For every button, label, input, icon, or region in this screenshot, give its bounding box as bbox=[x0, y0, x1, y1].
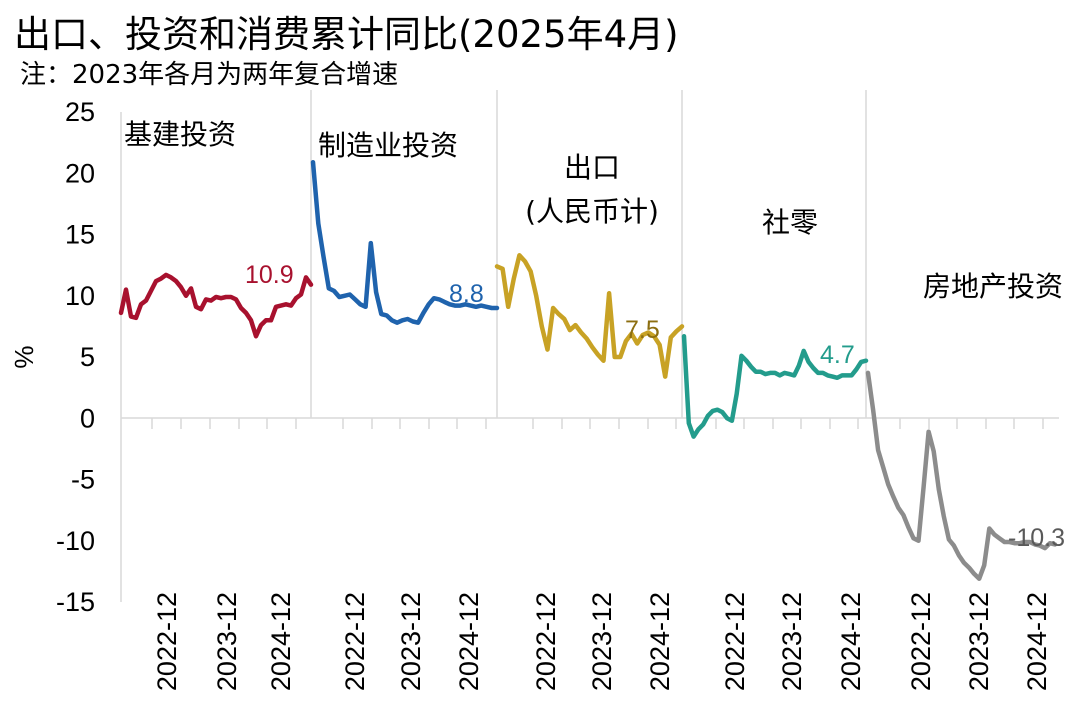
chart-subtitle: 注：2023年各月为两年复合增速 bbox=[20, 60, 399, 90]
end-label-infrastructure: 10.9 bbox=[245, 261, 294, 289]
x-tick-label: 2024-12 bbox=[454, 592, 484, 691]
x-tick-label: 2024-12 bbox=[266, 592, 296, 691]
end-label-manufacturing: 8.8 bbox=[449, 280, 484, 308]
x-tick-label: 2022-12 bbox=[720, 592, 750, 691]
y-tick-label: 10 bbox=[65, 281, 95, 311]
y-tick-label: 20 bbox=[65, 158, 95, 188]
y-tick-labels: 25 20 15 10 5 0 -5 -10 -15 bbox=[56, 97, 95, 617]
x-tick-label: 2022-12 bbox=[531, 592, 561, 691]
series-line bbox=[118, 272, 314, 339]
series-line bbox=[494, 253, 685, 379]
x-tick-label: 2022-12 bbox=[152, 592, 182, 691]
y-tick-label: 25 bbox=[65, 97, 95, 127]
x-tick-label: 2024-12 bbox=[1022, 592, 1052, 691]
y-tick-label: 15 bbox=[65, 220, 95, 250]
panel-label-export: 出口(人民币计) bbox=[525, 151, 659, 228]
x-tick-labels: 2022-12 2023-12 2024-12 2022-12 2023-12 2024-… bbox=[152, 592, 1052, 691]
panel-label-real-estate: 房地产投资 bbox=[923, 270, 1063, 303]
x-tick-label: 2024-12 bbox=[836, 592, 866, 691]
x-tick-label: 2022-12 bbox=[340, 592, 370, 691]
end-label-real-estate: -10.3 bbox=[1008, 524, 1065, 552]
x-tick-label: 2024-12 bbox=[645, 592, 675, 691]
panel-label-retail: 社零 bbox=[762, 206, 818, 239]
series-lines bbox=[118, 159, 1058, 581]
chart-title: 出口、投资和消费累计同比(2025年4月) bbox=[14, 13, 679, 56]
x-tick-label: 2023-12 bbox=[587, 592, 617, 691]
x-tick-label: 2023-12 bbox=[212, 592, 242, 691]
series-line bbox=[310, 159, 500, 325]
end-label-retail: 4.7 bbox=[820, 341, 855, 369]
x-tick-marks bbox=[151, 418, 1044, 429]
y-axis-label: % bbox=[9, 345, 39, 368]
panel-separators bbox=[310, 90, 867, 418]
y-tick-label: -5 bbox=[71, 465, 95, 495]
y-tick-label: 0 bbox=[80, 403, 95, 433]
x-tick-label: 2023-12 bbox=[777, 592, 807, 691]
series-line bbox=[865, 370, 1058, 581]
x-tick-label: 2023-12 bbox=[964, 592, 994, 691]
end-label-export: 7.5 bbox=[625, 316, 660, 344]
panel-label-manufacturing: 制造业投资 bbox=[318, 129, 458, 162]
y-tick-label: 5 bbox=[80, 342, 95, 372]
y-tick-label: -15 bbox=[56, 587, 95, 617]
x-tick-label: 2023-12 bbox=[396, 592, 426, 691]
y-tick-label: -10 bbox=[56, 526, 95, 556]
series-line bbox=[681, 333, 869, 439]
panel-label-infrastructure: 基建投资 bbox=[124, 118, 236, 151]
x-tick-label: 2022-12 bbox=[906, 592, 936, 691]
